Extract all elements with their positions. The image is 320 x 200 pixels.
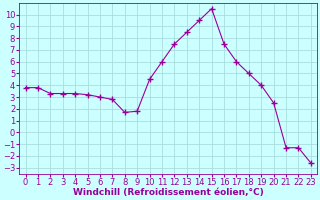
X-axis label: Windchill (Refroidissement éolien,°C): Windchill (Refroidissement éolien,°C) bbox=[73, 188, 264, 197]
